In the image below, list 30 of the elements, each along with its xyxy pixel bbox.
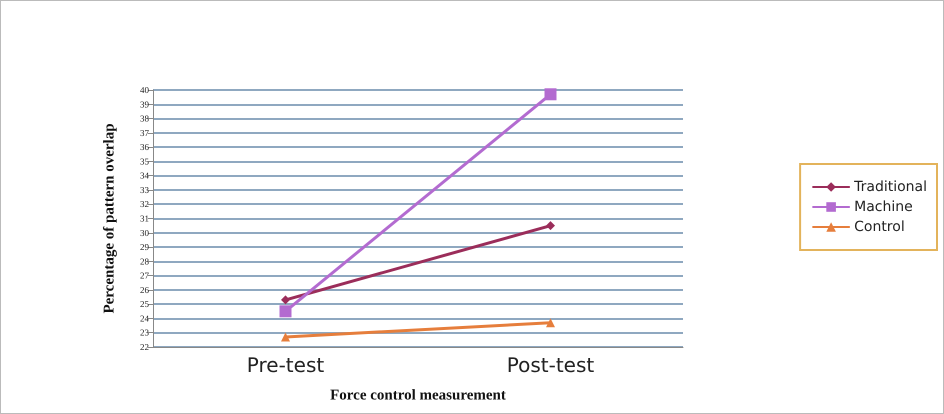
y-tick-label: 35	[140, 156, 150, 166]
x-tick-label: Pre-test	[246, 353, 324, 377]
point	[280, 305, 292, 318]
y-axis-title: Percentage of pattern overlap	[102, 123, 118, 314]
y-tick-label: 24	[140, 313, 150, 324]
y-tick-label: 37	[140, 128, 150, 138]
y-tick-label: 36	[140, 142, 150, 152]
y-tick-label: 29	[140, 242, 150, 252]
legend-label: Control	[854, 219, 905, 235]
y-tick-label: 33	[140, 184, 150, 195]
point	[281, 295, 290, 304]
y-tick-label: 26	[140, 284, 150, 295]
y-tick-label: 39	[140, 99, 150, 110]
y-tick-label: 38	[140, 114, 150, 124]
y-tick-label: 22	[140, 342, 149, 352]
x-axis-title: Force control measurement	[330, 388, 506, 404]
y-tick-label: 30	[140, 228, 150, 238]
y-tick-label: 31	[140, 214, 149, 224]
y-tick-label: 32	[140, 199, 149, 210]
point	[546, 221, 555, 230]
point	[544, 88, 556, 100]
legend-label: Traditional	[853, 179, 928, 195]
y-tick-label: 28	[140, 256, 150, 266]
legend-label: Machine	[854, 199, 913, 215]
y-tick-label: 23	[140, 328, 150, 338]
y-tick-label: 34	[140, 170, 150, 181]
y-tick-label: 27	[140, 270, 150, 281]
y-tick-label: 40	[140, 85, 150, 95]
x-tick-label: Post-test	[506, 353, 594, 377]
y-tick-label: 25	[140, 299, 150, 310]
